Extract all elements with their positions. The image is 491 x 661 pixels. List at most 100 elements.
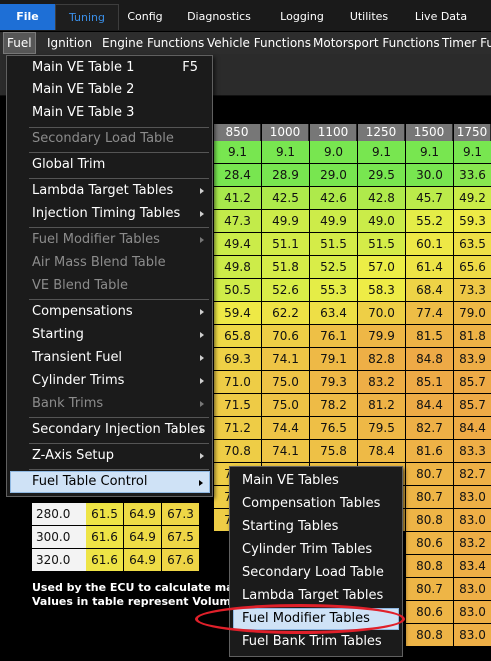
- table-cell[interactable]: 80.6: [406, 532, 454, 555]
- table-cell[interactable]: 70.0: [358, 302, 406, 325]
- menu-fuel[interactable]: Fuel: [3, 32, 36, 54]
- table-cell[interactable]: 61.6: [86, 526, 124, 549]
- table-cell[interactable]: 83.2: [454, 532, 491, 555]
- table-cell[interactable]: 84.8: [406, 348, 454, 371]
- menu-item-transient-fuel[interactable]: Transient Fuel: [10, 347, 210, 369]
- table-cell[interactable]: 51.5: [358, 233, 406, 256]
- table-cell[interactable]: 68.4: [406, 279, 454, 302]
- menu-vehicle-functions[interactable]: Vehicle Functions: [207, 36, 312, 50]
- table-cell[interactable]: 47.3: [214, 210, 262, 233]
- table-cell[interactable]: 73.3: [454, 279, 491, 302]
- table-cell[interactable]: 9.1: [214, 141, 262, 164]
- table-cell[interactable]: 83.2: [358, 371, 406, 394]
- table-cell[interactable]: 78.4: [358, 440, 406, 463]
- table-cell[interactable]: 76.1: [310, 325, 358, 348]
- table-cell[interactable]: 80.7: [406, 486, 454, 509]
- table-cell[interactable]: 60.1: [406, 233, 454, 256]
- tab-file[interactable]: File: [0, 4, 55, 30]
- table-cell[interactable]: 83.0: [454, 578, 491, 601]
- menu-item-main-ve-table-3[interactable]: Main VE Table 3: [32, 105, 135, 120]
- menu-item-main-ve-table-1[interactable]: Main VE Table 1 F5: [10, 57, 210, 79]
- table-cell[interactable]: 33.6: [454, 164, 491, 187]
- table-cell[interactable]: 80.6: [406, 601, 454, 624]
- table-cell[interactable]: 79.0: [454, 302, 491, 325]
- submenu-item-cylinder-trim-tables[interactable]: Cylinder Trim Tables: [242, 542, 373, 557]
- table-cell[interactable]: 55.3: [310, 279, 358, 302]
- table-cell[interactable]: 71.2: [214, 417, 262, 440]
- table-cell[interactable]: 81.5: [406, 325, 454, 348]
- menu-timer-functions[interactable]: Timer Fun: [442, 36, 491, 50]
- table-cell[interactable]: 30.0: [406, 164, 454, 187]
- table-cell[interactable]: 80.8: [406, 555, 454, 578]
- table-cell[interactable]: 65.6: [454, 256, 491, 279]
- menu-motorsport-functions[interactable]: Motorsport Functions: [313, 36, 440, 50]
- table-cell[interactable]: 75.0: [262, 371, 310, 394]
- table-cell[interactable]: 9.1: [358, 141, 406, 164]
- table-cell[interactable]: 79.3: [310, 371, 358, 394]
- table-cell[interactable]: 84.4: [406, 394, 454, 417]
- tab-diagnostics[interactable]: Diagnostics: [187, 10, 251, 23]
- table-cell[interactable]: 83.0: [454, 624, 491, 647]
- table-cell[interactable]: 63.4: [310, 302, 358, 325]
- table-cell[interactable]: 80.7: [406, 578, 454, 601]
- table-cell[interactable]: 49.0: [358, 210, 406, 233]
- table-cell[interactable]: 84.4: [454, 417, 491, 440]
- table-cell[interactable]: 83.0: [454, 509, 491, 532]
- table-cell[interactable]: 76.5: [310, 417, 358, 440]
- tab-live-data[interactable]: Live Data: [414, 10, 468, 23]
- table-cell[interactable]: 51.1: [262, 233, 310, 256]
- table-cell[interactable]: 79.1: [310, 348, 358, 371]
- table-cell[interactable]: 83.9: [454, 348, 491, 371]
- menu-item-z-axis-setup[interactable]: Z-Axis Setup: [10, 445, 210, 467]
- menu-ignition[interactable]: Ignition: [47, 36, 93, 50]
- table-cell[interactable]: 49.2: [454, 187, 491, 210]
- table-cell[interactable]: 80.7: [406, 463, 454, 486]
- table-cell[interactable]: 75.0: [262, 394, 310, 417]
- table-cell[interactable]: 85.1: [406, 371, 454, 394]
- table-cell[interactable]: 67.5: [162, 526, 200, 549]
- tab-utilities[interactable]: Utilites: [349, 10, 389, 23]
- table-cell[interactable]: 83.4: [454, 555, 491, 578]
- table-cell[interactable]: 81.8: [454, 325, 491, 348]
- table-cell[interactable]: 79.5: [358, 417, 406, 440]
- table-cell[interactable]: 78.2: [310, 394, 358, 417]
- table-cell[interactable]: 61.4: [406, 256, 454, 279]
- table-cell[interactable]: 63.5: [454, 233, 491, 256]
- table-cell[interactable]: 74.1: [262, 440, 310, 463]
- table-cell[interactable]: 9.0: [310, 141, 358, 164]
- tab-config[interactable]: Config: [127, 10, 163, 23]
- menu-item-compensations[interactable]: Compensations: [10, 301, 210, 323]
- table-cell[interactable]: 42.5: [262, 187, 310, 210]
- table-cell[interactable]: 80.8: [406, 624, 454, 647]
- table-cell[interactable]: 49.9: [310, 210, 358, 233]
- table-cell[interactable]: 59.4: [214, 302, 262, 325]
- table-cell[interactable]: 82.7: [454, 463, 491, 486]
- table-cell[interactable]: 75.8: [310, 440, 358, 463]
- menu-item-main-ve-table-2[interactable]: Main VE Table 2: [32, 82, 135, 97]
- table-cell[interactable]: 9.1: [406, 141, 454, 164]
- submenu-item-starting-tables[interactable]: Starting Tables: [242, 519, 339, 534]
- submenu-item-fuel-bank-trim-tables[interactable]: Fuel Bank Trim Tables: [242, 634, 382, 649]
- table-cell[interactable]: 70.6: [262, 325, 310, 348]
- table-cell[interactable]: 41.2: [214, 187, 262, 210]
- menu-item-cylinder-trims[interactable]: Cylinder Trims: [10, 370, 210, 392]
- submenu-item-compensation-tables[interactable]: Compensation Tables: [242, 496, 381, 511]
- tab-logging[interactable]: Logging: [280, 10, 324, 23]
- menu-item-lambda-target-tables[interactable]: Lambda Target Tables: [10, 180, 210, 202]
- menu-engine-functions[interactable]: Engine Functions: [102, 36, 205, 50]
- table-cell[interactable]: 62.2: [262, 302, 310, 325]
- table-cell[interactable]: 9.1: [262, 141, 310, 164]
- table-cell[interactable]: 64.9: [124, 503, 162, 526]
- submenu-item-secondary-load-table[interactable]: Secondary Load Table: [242, 565, 384, 580]
- table-cell[interactable]: 67.6: [162, 549, 200, 572]
- table-cell[interactable]: 83.0: [454, 486, 491, 509]
- submenu-item-fuel-modifier-tables[interactable]: Fuel Modifier Tables: [233, 608, 399, 630]
- table-cell[interactable]: 67.3: [162, 503, 200, 526]
- table-cell[interactable]: 61.5: [86, 503, 124, 526]
- table-cell[interactable]: 49.8: [214, 256, 262, 279]
- table-cell[interactable]: 80.8: [406, 509, 454, 532]
- table-cell[interactable]: 81.2: [358, 394, 406, 417]
- table-cell[interactable]: 50.5: [214, 279, 262, 302]
- menu-item-starting[interactable]: Starting: [10, 324, 210, 346]
- table-cell[interactable]: 49.4: [214, 233, 262, 256]
